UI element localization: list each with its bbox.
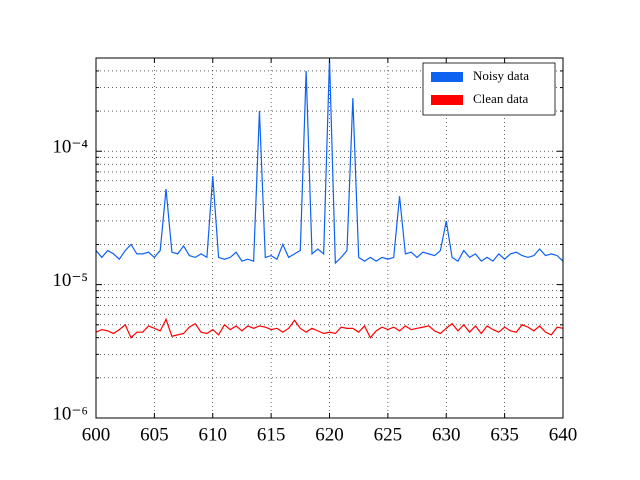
- x-tick-label: 630: [432, 424, 461, 445]
- data-line: [96, 317, 563, 339]
- x-tick-label: 625: [374, 424, 403, 445]
- x-tick-label: 640: [549, 424, 578, 445]
- y-tick-label: 10⁻⁴: [52, 137, 88, 158]
- x-tick-label: 635: [490, 424, 519, 445]
- y-tick-label: 10⁻⁶: [52, 403, 88, 424]
- legend: Noisy data Clean data: [422, 62, 556, 116]
- y-tick-label: 10⁻⁵: [52, 270, 88, 291]
- ticks: 600 605 610 615 620 625 630 635 640 10⁻⁶ 10⁻⁵ 10⁻⁴: [52, 58, 577, 445]
- legend-swatch: [431, 95, 463, 105]
- x-tick-label: 610: [199, 424, 228, 445]
- x-tick-label: 605: [140, 424, 169, 445]
- legend-label: Clean data: [473, 91, 528, 106]
- legend-label: Noisy data: [473, 68, 529, 83]
- x-tick-label: 615: [257, 424, 286, 445]
- legend-swatch: [431, 72, 463, 82]
- x-tick-label: 600: [82, 424, 111, 445]
- legend-box: [422, 62, 556, 116]
- x-tick-label: 620: [315, 424, 344, 445]
